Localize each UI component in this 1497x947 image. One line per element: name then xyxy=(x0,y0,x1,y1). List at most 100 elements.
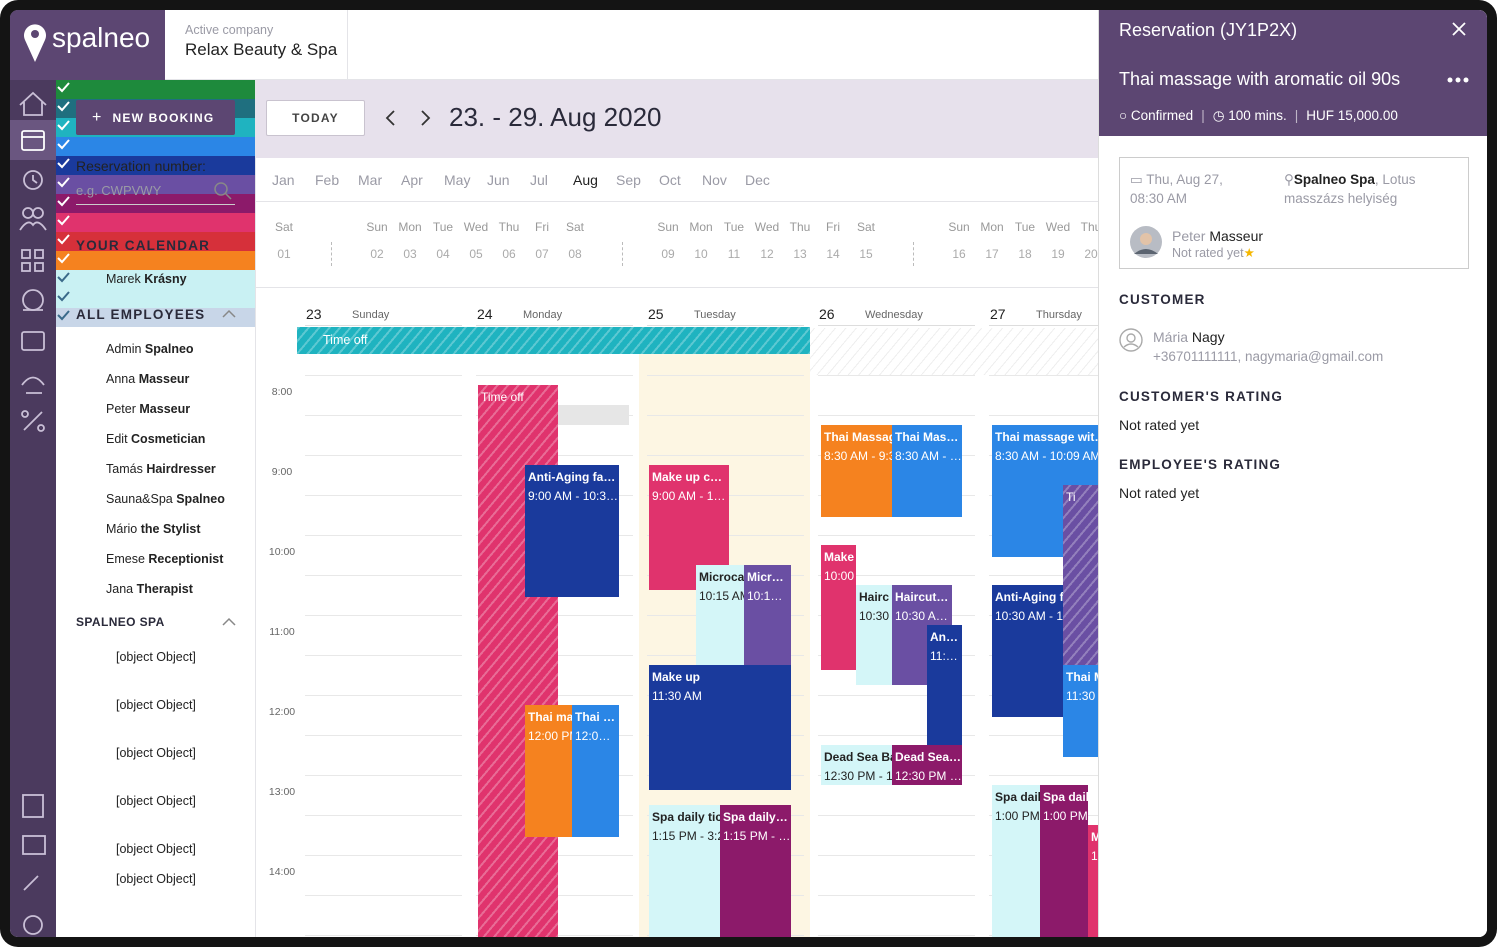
strip-dow[interactable]: Tue xyxy=(1014,220,1036,234)
event[interactable]: An… 11:… xyxy=(927,625,962,757)
month-tab[interactable]: Feb xyxy=(315,172,340,188)
strip-date[interactable]: 12 xyxy=(760,247,774,261)
strip-date[interactable]: 01 xyxy=(277,247,291,261)
checkbox[interactable] xyxy=(56,270,255,289)
checkbox[interactable] xyxy=(56,251,255,270)
checkbox[interactable] xyxy=(56,232,255,251)
search-icon xyxy=(214,182,232,200)
strip-dow[interactable]: Wed xyxy=(754,220,780,234)
checkbox[interactable] xyxy=(56,213,255,232)
strip-date[interactable]: 09 xyxy=(661,247,675,261)
location-name: Spalneo Spa xyxy=(1293,172,1375,187)
strip-dow[interactable]: Sat xyxy=(565,220,584,234)
strip-date[interactable]: 11 xyxy=(727,247,741,261)
strip-dow[interactable]: Wed xyxy=(1045,220,1071,234)
event[interactable]: Thai ma 12:00 PM xyxy=(525,705,572,837)
strip-dow[interactable]: Fri xyxy=(535,220,549,234)
strip-dow[interactable]: Tue xyxy=(723,220,745,234)
month-tab[interactable]: Dec xyxy=(745,172,770,188)
strip-dow[interactable]: Sun xyxy=(657,220,679,234)
strip-dow[interactable]: Sun xyxy=(948,220,970,234)
strip-date[interactable]: 15 xyxy=(859,247,873,261)
event[interactable]: Ti xyxy=(1063,485,1098,665)
event[interactable]: Hairc 10:30 xyxy=(856,585,892,685)
strip-date[interactable]: 16 xyxy=(952,247,966,261)
strip-date[interactable]: 02 xyxy=(370,247,384,261)
strip-date[interactable]: 19 xyxy=(1051,247,1065,261)
strip-dow[interactable]: Mon xyxy=(689,220,713,234)
month-tab[interactable]: Apr xyxy=(401,172,423,188)
strip-dow[interactable]: Thu xyxy=(1080,220,1102,234)
month-tab[interactable]: Jun xyxy=(487,172,510,188)
nav-arrows[interactable] xyxy=(384,109,434,127)
month-tab[interactable]: Jan xyxy=(272,172,295,188)
month-tab[interactable]: May xyxy=(444,172,471,188)
strip-date[interactable]: 14 xyxy=(826,247,840,261)
event[interactable]: Thai M 11:30 xyxy=(1063,665,1098,757)
checkbox[interactable] xyxy=(56,289,255,308)
location-group-heading: SPALNEO SPA xyxy=(76,615,165,629)
strip-dow[interactable]: Thu xyxy=(789,220,811,234)
month-tab[interactable]: Oct xyxy=(659,172,681,188)
month-tab[interactable]: Aug xyxy=(573,172,598,188)
strip-date[interactable]: 20 xyxy=(1084,247,1098,261)
strip-dow[interactable]: Tue xyxy=(432,220,454,234)
strip-dow[interactable]: Sat xyxy=(274,220,293,234)
collapse-icon[interactable] xyxy=(222,617,236,627)
strip-dow[interactable]: Thu xyxy=(498,220,520,234)
event[interactable]: Anti-Aging fa 10:30 AM - 12 xyxy=(992,585,1063,717)
strip-dow[interactable]: Sun xyxy=(366,220,388,234)
strip-dow[interactable]: Mon xyxy=(398,220,422,234)
event[interactable]: Dead Sea Ba 12:30 PM - 12 xyxy=(821,745,892,785)
event[interactable]: Spa dail 1:00 PM xyxy=(992,785,1040,937)
today-button[interactable]: TODAY xyxy=(266,100,365,136)
strip-dow[interactable]: Mon xyxy=(980,220,1004,234)
month-tab[interactable]: Nov xyxy=(702,172,727,188)
event-title: Thai Mas… xyxy=(895,430,959,444)
strip-dow[interactable]: Fri xyxy=(826,220,840,234)
event[interactable]: Spa daily tic 1:15 PM - 3:2 xyxy=(649,805,720,937)
event[interactable]: Haircut… 10:30 A… xyxy=(892,585,952,685)
month-tab[interactable]: Jul xyxy=(530,172,548,188)
event[interactable]: Anti-Aging fa… 9:00 AM - 10:3… xyxy=(525,465,619,597)
strip-date[interactable]: 04 xyxy=(436,247,450,261)
event[interactable]: Make up 11:30 AM xyxy=(649,665,791,790)
strip-date[interactable]: 10 xyxy=(694,247,708,261)
collapse-icon[interactable] xyxy=(222,309,236,319)
month-tab[interactable]: Sep xyxy=(616,172,641,188)
employee-name: Peter Masseur xyxy=(106,402,190,416)
strip-date[interactable]: 17 xyxy=(985,247,999,261)
strip-dow[interactable]: Sat xyxy=(856,220,875,234)
strip-date[interactable]: 03 xyxy=(403,247,417,261)
strip-date[interactable]: 05 xyxy=(469,247,483,261)
strip-date[interactable]: 06 xyxy=(502,247,516,261)
month-tab[interactable]: Mar xyxy=(358,172,383,188)
strip-date[interactable]: 08 xyxy=(568,247,582,261)
checkbox[interactable] xyxy=(56,194,255,213)
time-off-banner[interactable]: Time off xyxy=(297,327,810,354)
strip-date[interactable]: 13 xyxy=(793,247,807,261)
event[interactable]: Thai … 12:0… xyxy=(572,705,619,837)
close-button[interactable] xyxy=(1451,21,1467,37)
event[interactable]: Spa daily 1:00 PM - xyxy=(1040,785,1088,937)
event[interactable]: Thai Massag 8:30 AM - 9:3 xyxy=(821,425,892,517)
checkbox[interactable] xyxy=(56,175,255,194)
strip-date[interactable]: 07 xyxy=(535,247,549,261)
checkbox[interactable] xyxy=(56,137,255,156)
reservation-input[interactable]: e.g. CWPVWY xyxy=(76,180,235,205)
checkbox[interactable] xyxy=(56,80,255,99)
event[interactable]: Spa daily… 1:15 PM - … xyxy=(720,805,791,937)
event[interactable]: Thai Mas… 8:30 AM - … xyxy=(892,425,962,517)
event[interactable]: Make u… 10:00 A… xyxy=(821,545,856,670)
checkbox[interactable] xyxy=(56,308,255,327)
event[interactable]: Dead Sea… 12:30 PM … xyxy=(892,745,962,785)
more-button[interactable] xyxy=(1446,76,1470,84)
new-booking-button[interactable]: + NEW BOOKING xyxy=(76,100,235,135)
event-title: Thai M xyxy=(1066,670,1098,684)
strip-date[interactable]: 18 xyxy=(1018,247,1032,261)
reservation-title: Reservation (JY1P2X) xyxy=(1119,20,1298,40)
service-name: Thai massage with aromatic oil 90s xyxy=(1119,69,1401,89)
strip-dow[interactable]: Wed xyxy=(463,220,489,234)
checkbox[interactable] xyxy=(56,156,255,175)
